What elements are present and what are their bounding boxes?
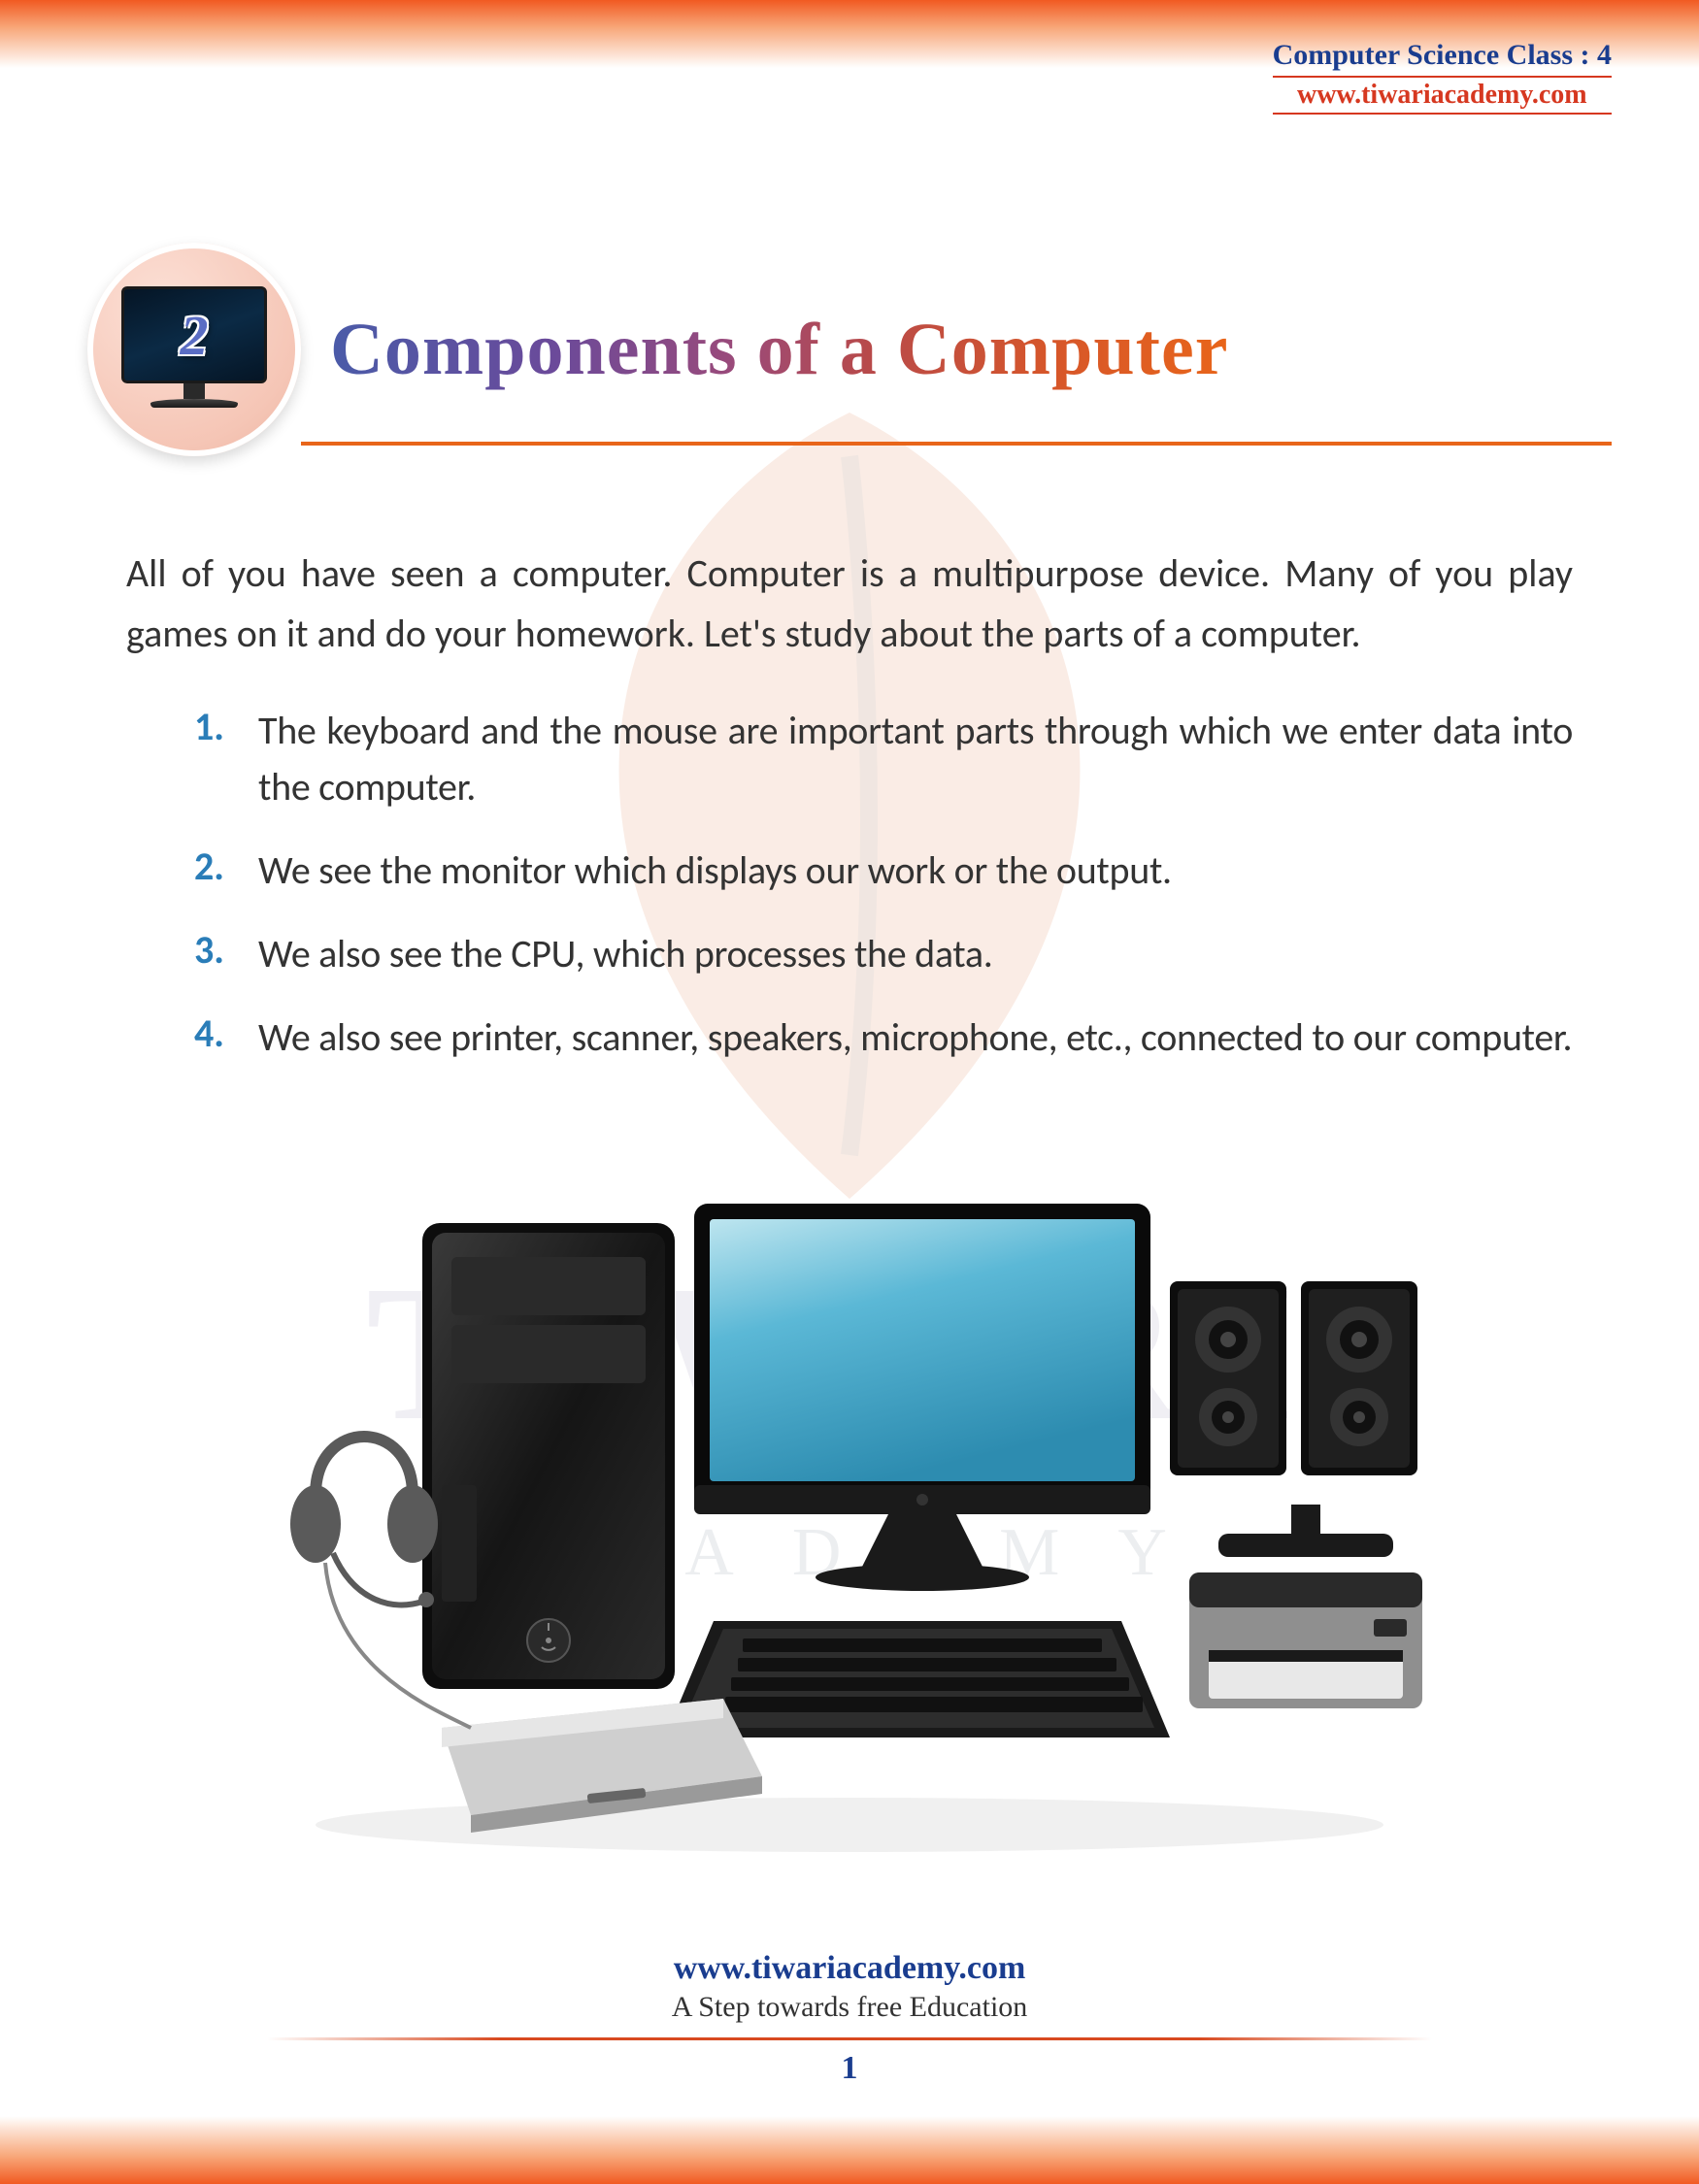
page-footer: www.tiwariacademy.com A Step towards fre… — [0, 1950, 1699, 2087]
title-underline — [301, 442, 1612, 446]
speaker-right-icon — [1301, 1281, 1417, 1475]
list-text: The keyboard and the mouse are important… — [258, 703, 1573, 815]
list-text: We also see the CPU, which processes the… — [258, 926, 1573, 982]
chapter-number-badge: 2 — [87, 243, 301, 456]
content-body: All of you have seen a computer. Compute… — [126, 544, 1573, 1093]
numbered-list: 1. The keyboard and the mouse are import… — [126, 703, 1573, 1066]
keyboard-icon — [665, 1621, 1170, 1737]
printer-icon — [1189, 1505, 1422, 1708]
chapter-number: 2 — [181, 303, 209, 368]
page-number: 1 — [0, 2050, 1699, 2087]
cpu-tower-icon — [422, 1223, 675, 1689]
bottom-gradient-bar — [0, 2116, 1699, 2184]
list-item: 2. We see the monitor which displays our… — [126, 843, 1573, 899]
speaker-left-icon — [1170, 1281, 1286, 1475]
monitor-icon — [694, 1204, 1150, 1591]
intro-paragraph: All of you have seen a computer. Compute… — [126, 544, 1573, 664]
page-header: Computer Science Class : 4 www.tiwariaca… — [1273, 39, 1612, 115]
header-url: www.tiwariacademy.com — [1273, 76, 1612, 115]
list-number: 2. — [194, 843, 239, 899]
list-text: We also see printer, scanner, speakers, … — [258, 1009, 1573, 1066]
monitor-icon: 2 — [121, 286, 267, 403]
list-item: 1. The keyboard and the mouse are import… — [126, 703, 1573, 815]
chapter-title: Components of a Computer — [330, 308, 1228, 392]
list-number: 4. — [194, 1009, 239, 1066]
list-text: We see the monitor which displays our wo… — [258, 843, 1573, 899]
list-item: 4. We also see printer, scanner, speaker… — [126, 1009, 1573, 1066]
footer-url: www.tiwariacademy.com — [0, 1950, 1699, 1987]
class-label: Computer Science Class : 4 — [1273, 39, 1612, 72]
chapter-heading-row: 2 Components of a Computer — [87, 243, 1612, 456]
computer-components-illustration — [218, 1145, 1481, 1864]
footer-tagline: A Step towards free Education — [0, 1991, 1699, 2024]
footer-divider — [267, 2037, 1432, 2040]
list-number: 3. — [194, 926, 239, 982]
list-item: 3. We also see the CPU, which processes … — [126, 926, 1573, 982]
list-number: 1. — [194, 703, 239, 815]
